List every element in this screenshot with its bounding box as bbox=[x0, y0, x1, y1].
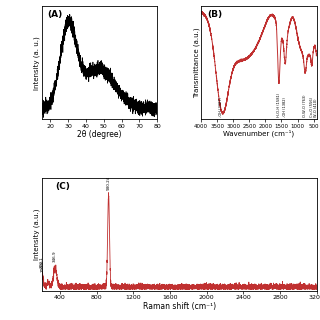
Text: (B): (B) bbox=[207, 10, 222, 19]
Text: Co-O (556): Co-O (556) bbox=[310, 97, 314, 117]
Text: -OH (1382): -OH (1382) bbox=[283, 97, 287, 117]
Text: 346.9: 346.9 bbox=[53, 251, 57, 262]
Text: (A): (A) bbox=[47, 10, 63, 19]
Y-axis label: Transmittance (a.u.): Transmittance (a.u.) bbox=[193, 28, 200, 98]
Text: 200.1: 200.1 bbox=[40, 256, 44, 268]
Text: 930.24: 930.24 bbox=[107, 176, 111, 190]
X-axis label: 2θ (degree): 2θ (degree) bbox=[77, 130, 122, 139]
Text: (C): (C) bbox=[55, 181, 70, 191]
X-axis label: Wavenumber (cm⁻¹): Wavenumber (cm⁻¹) bbox=[223, 130, 294, 138]
Y-axis label: Intensity (a.u.): Intensity (a.u.) bbox=[34, 209, 40, 260]
Text: W-O (410): W-O (410) bbox=[315, 99, 318, 117]
Text: 200.8: 200.8 bbox=[41, 260, 45, 272]
Text: -OH (3387): -OH (3387) bbox=[219, 97, 223, 117]
Y-axis label: Intensity (a. u.): Intensity (a. u.) bbox=[34, 36, 40, 90]
Text: H-O-H (1581): H-O-H (1581) bbox=[277, 93, 281, 117]
Text: O-W-O (763): O-W-O (763) bbox=[303, 95, 307, 117]
X-axis label: Raman shift (cm⁻¹): Raman shift (cm⁻¹) bbox=[143, 302, 216, 311]
